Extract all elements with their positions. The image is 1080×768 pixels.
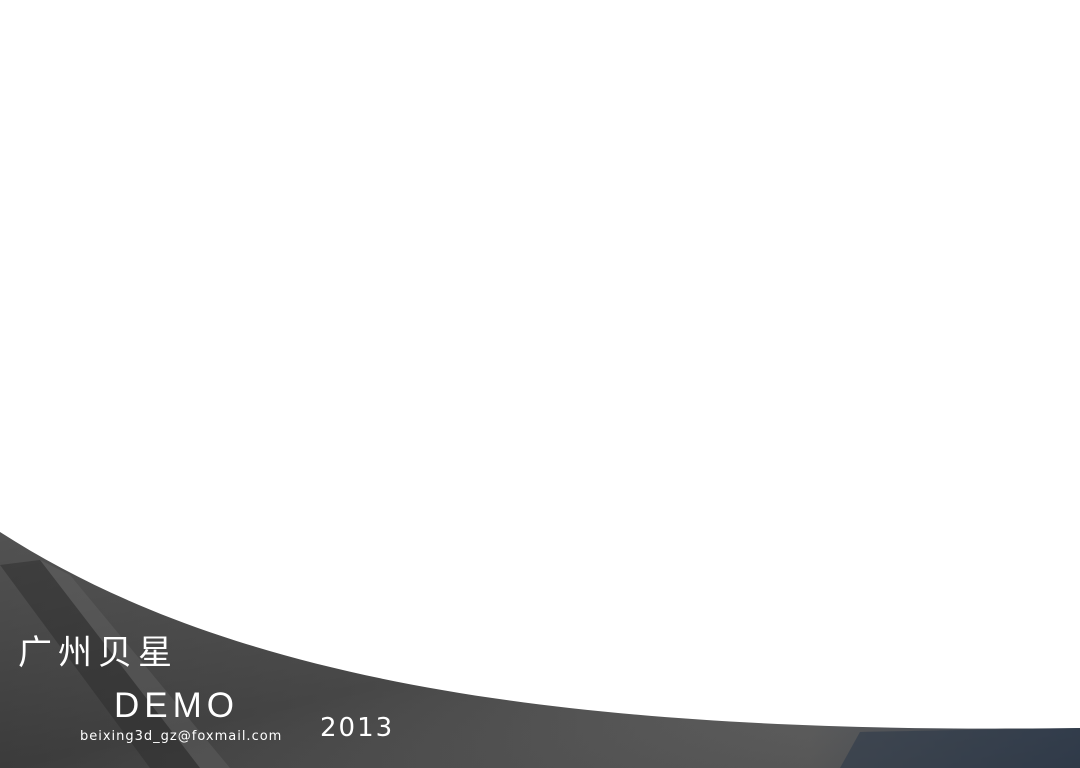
demo-label: DEMO (114, 686, 239, 725)
year-label: 2013 (320, 713, 395, 743)
contact-email: beixing3d_gz@foxmail.com (80, 729, 283, 744)
brand-name-cn: 广州贝星 (18, 633, 178, 673)
diagonal-stripe (0, 560, 200, 768)
right-accent (840, 728, 1080, 768)
wave-sheen (0, 532, 1080, 768)
diagonal-stripe-light (40, 560, 230, 768)
